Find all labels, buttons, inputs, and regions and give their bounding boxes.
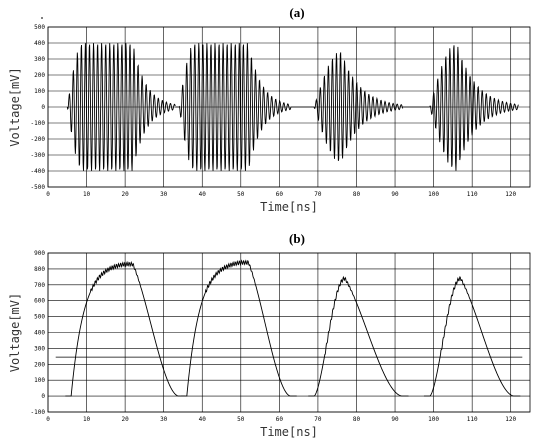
x-tick-label: 110	[467, 416, 478, 423]
x-tick-label: 70	[314, 191, 322, 198]
y-tick-label: 200	[34, 72, 45, 79]
x-tick-label: 70	[314, 416, 322, 423]
plot-frame	[47, 26, 531, 188]
panel-b-chart: 0 10 20 30 40 50 60 70 80 90 100 110 120 900 800 700 600…	[8, 250, 531, 439]
x-tick-label: 60	[276, 416, 284, 423]
x-tick-label: 0	[46, 416, 50, 423]
burst-series-3	[313, 52, 404, 161]
plot-frame	[47, 252, 531, 413]
y-tick-label: 600	[34, 298, 45, 305]
y-axis-title: Voltage[mV]	[8, 67, 22, 146]
burst-series-4	[429, 45, 519, 171]
y-tick-label: 800	[34, 266, 45, 273]
x-tick-label: 30	[160, 416, 168, 423]
y-tick-label: -200	[31, 136, 46, 143]
y-tick-label: 400	[34, 330, 45, 337]
x-tick-label: 10	[83, 191, 91, 198]
x-tick-label: 120	[505, 191, 516, 198]
x-tick-label: 100	[428, 191, 439, 198]
x-tick-label: 80	[353, 191, 361, 198]
panel-a-chart: 0 10 20 30 40 50 60 70 80 90 100 110 120 500 400 300 200…	[8, 24, 531, 214]
y-tick-label: -300	[31, 152, 46, 159]
y-tick-label: 900	[34, 250, 45, 257]
x-tick-label: 50	[237, 191, 245, 198]
pulse-series-1	[65, 260, 185, 397]
pulse-series-3	[308, 275, 409, 397]
y-tick-label: 700	[34, 282, 45, 289]
x-tick-label: 0	[46, 191, 50, 198]
x-tick-label: 80	[353, 416, 361, 423]
x-tick-label: 110	[467, 191, 478, 198]
y-tick-label: 300	[34, 56, 45, 63]
y-tick-label: 500	[34, 314, 45, 321]
panel-label-a: (a)	[289, 5, 304, 20]
x-tick-label: 60	[276, 191, 284, 198]
y-tick-label: 500	[34, 24, 45, 31]
x-tick-label: 120	[505, 416, 516, 423]
x-tick-label: 20	[122, 191, 130, 198]
x-tick-label: 90	[391, 191, 399, 198]
y-tick-label: 400	[34, 40, 45, 47]
x-tick-label: 90	[391, 416, 399, 423]
y-tick-label: -400	[31, 168, 46, 175]
x-tick-label: 10	[83, 416, 91, 423]
x-tick-label: 40	[199, 191, 207, 198]
panel-label-b: (b)	[289, 231, 305, 246]
y-tick-label: 300	[34, 345, 45, 352]
x-tick-label: 30	[160, 191, 168, 198]
x-axis-title: Time[ns]	[260, 200, 318, 214]
x-tick-label: 40	[199, 416, 207, 423]
y-tick-label: 0	[41, 104, 45, 111]
y-tick-label: -500	[31, 184, 46, 191]
burst-series-1	[66, 43, 176, 171]
pulse-series-4	[423, 276, 521, 397]
x-tick-label: 20	[122, 416, 130, 423]
y-tick-label: 0	[41, 393, 45, 400]
x-tick-label: 100	[428, 416, 439, 423]
y-tick-label: 200	[34, 361, 45, 368]
y-tick-label: -100	[31, 120, 46, 127]
y-axis-title: Voltage[mV]	[8, 293, 22, 372]
burst-series-2	[178, 43, 292, 171]
y-tick-label: 100	[34, 377, 45, 384]
y-tick-label: -100	[31, 409, 46, 416]
y-tick-label: 100	[34, 88, 45, 95]
x-axis-title: Time[ns]	[260, 425, 318, 439]
x-tick-label: 50	[237, 416, 245, 423]
pulse-series-2	[181, 259, 297, 397]
